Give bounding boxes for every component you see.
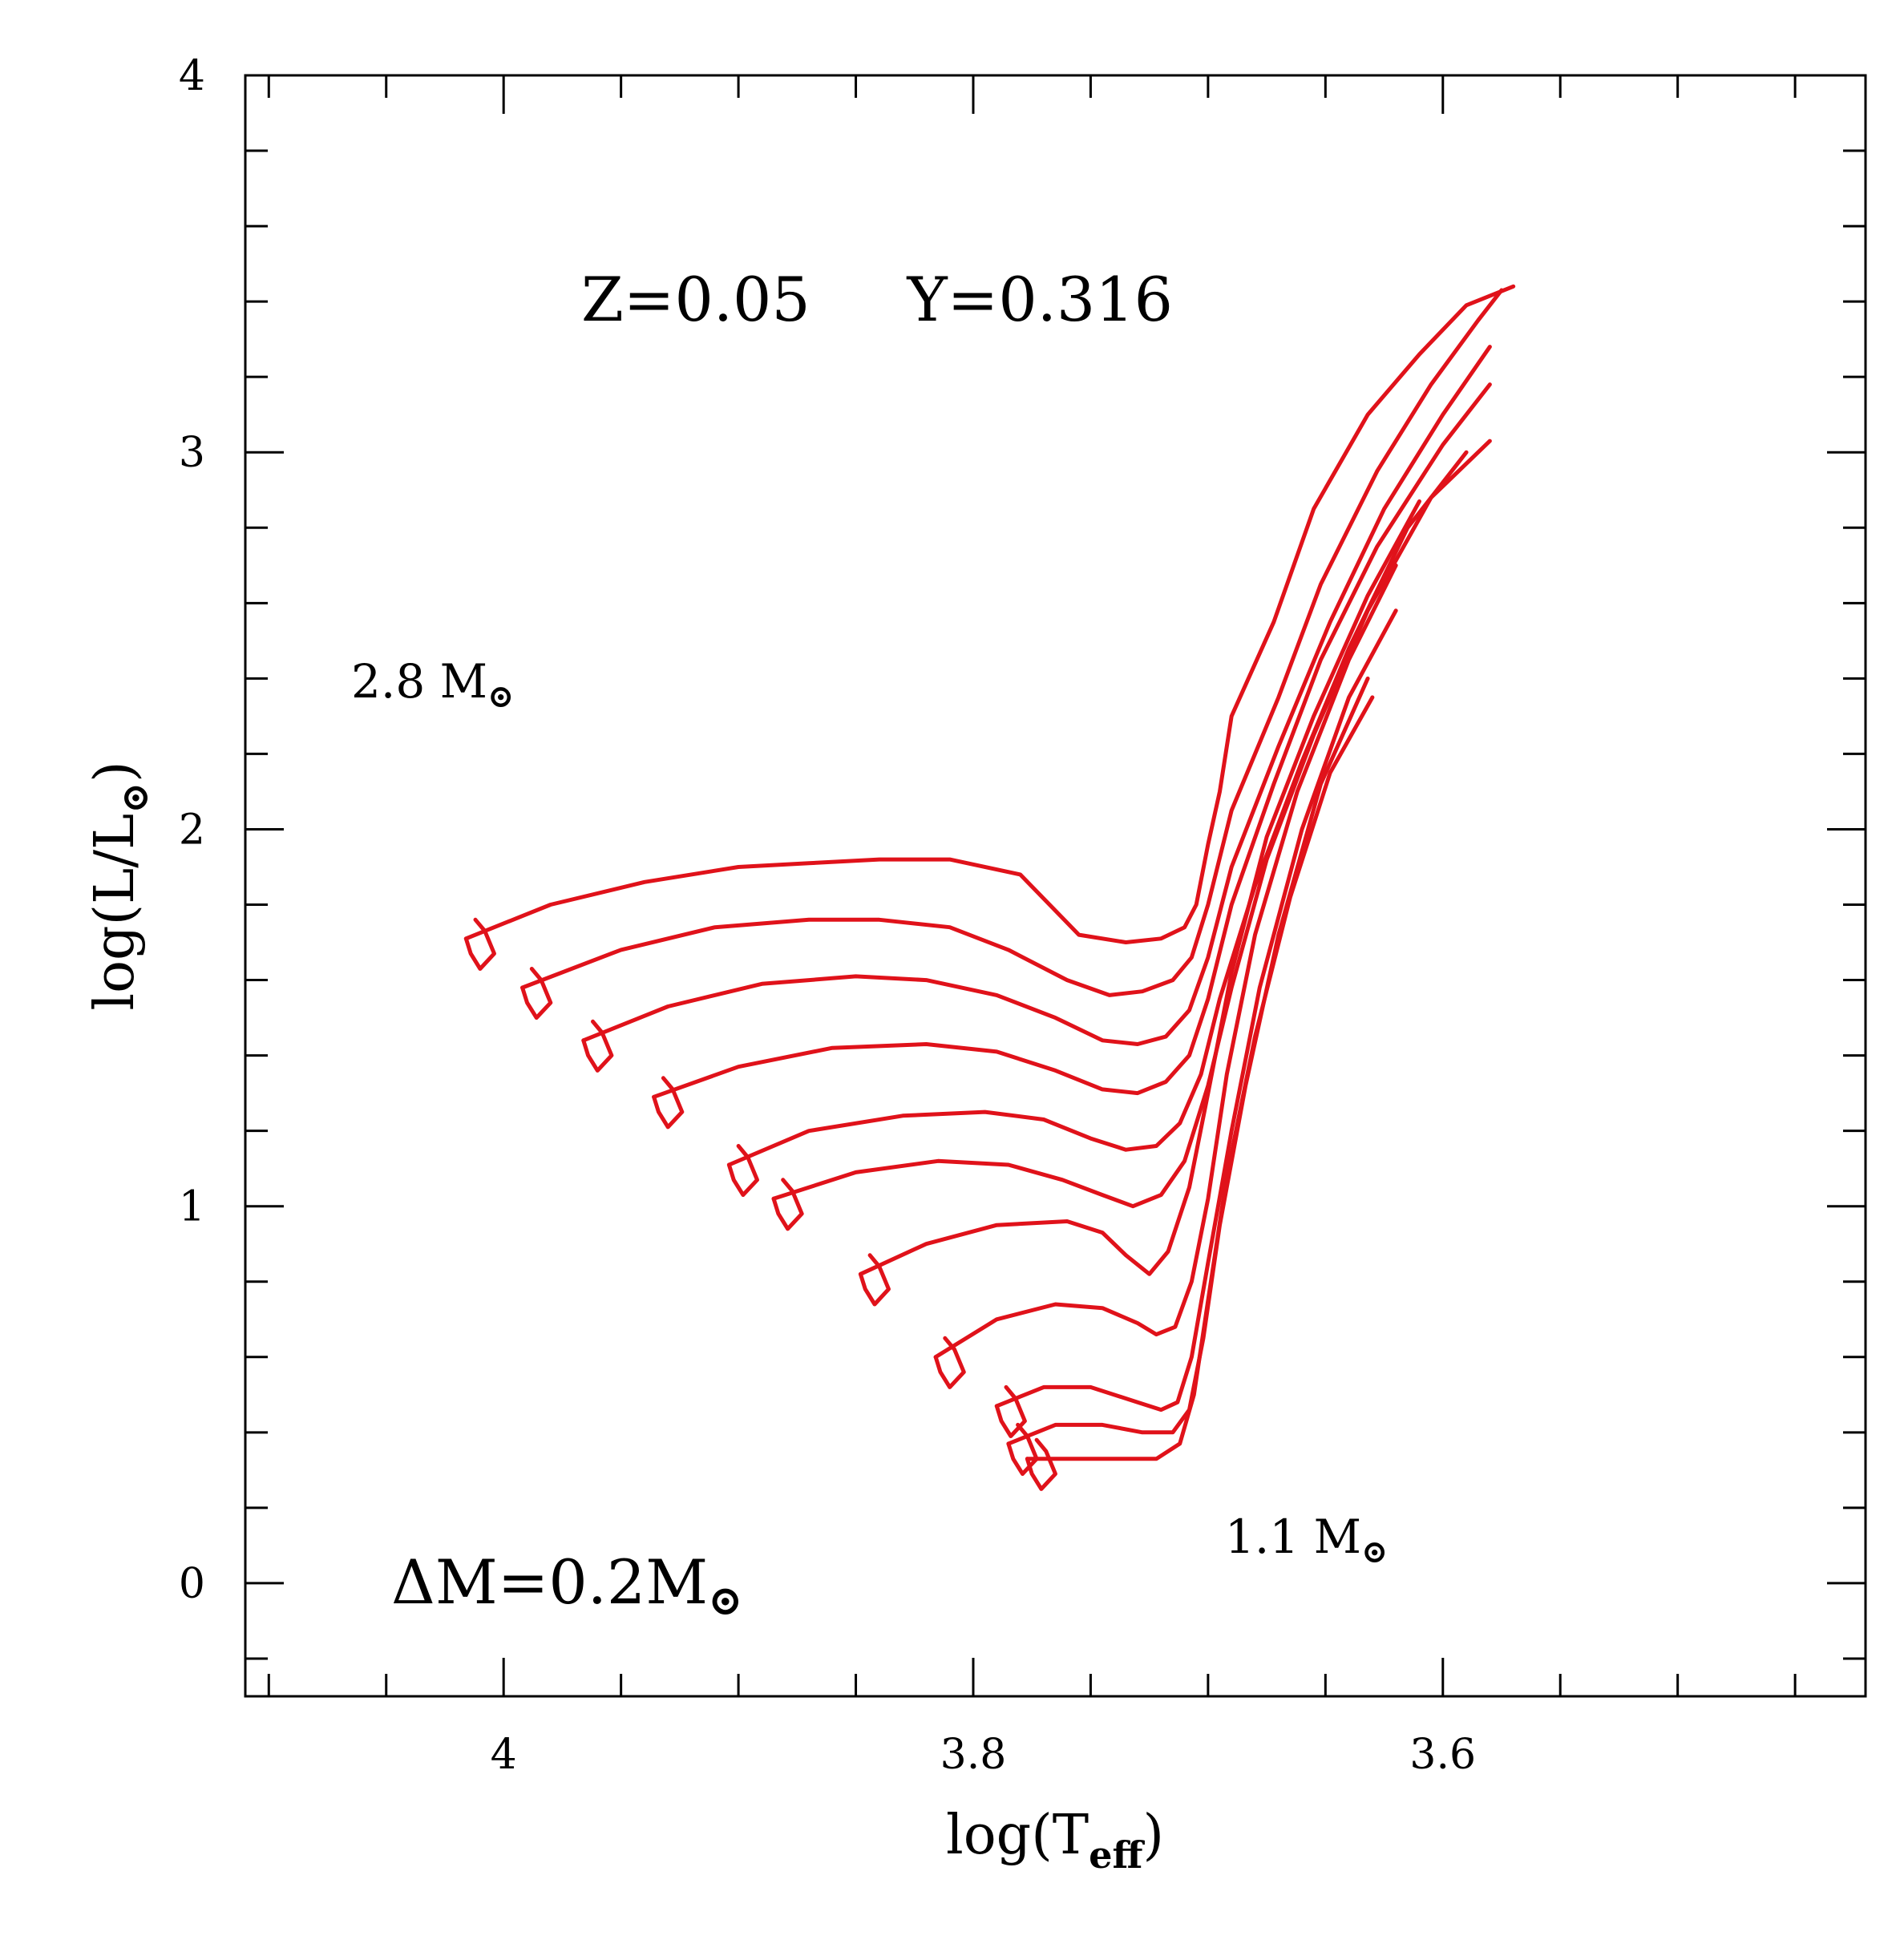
composition-label: Z=0.05 Y=0.316 [581,264,1173,335]
evolutionary-tracks [463,284,1516,1461]
y-tick-label: 0 [179,1560,205,1608]
x-tick-label: 3.8 [940,1731,1007,1779]
track-2_4-msun [581,345,1492,1046]
x-tick-label: 4 [491,1731,517,1779]
track-hook [1025,1437,1057,1491]
track-hook [520,967,553,1020]
track-hook [858,1253,891,1307]
x-tick-label: 3.6 [1409,1731,1476,1779]
axis-ticks [245,74,1866,1696]
track-hook [933,1336,966,1389]
y-tick-label: 1 [179,1183,205,1231]
y-tick-label: 4 [179,52,205,100]
track-hook [652,1076,685,1130]
mass-low-label: 1.1 M⊙ [1225,1510,1388,1570]
y-tick-label: 3 [179,429,205,477]
y-axis-label: log(L/L⊙) [83,761,156,1010]
y-tick-label: 2 [179,806,205,854]
track-hook [771,1178,804,1231]
plot-frame [244,74,1867,1698]
track-1_1-msun [1025,695,1375,1461]
track-2_8-msun [463,284,1516,944]
track-2_6-msun [520,288,1504,997]
track-hook [463,917,496,971]
pre-main-sequence-tracks [463,917,1057,1491]
delta-mass-label: ΔM=0.2M⊙ [391,1546,742,1625]
mass-high-label: 2.8 M⊙ [351,654,514,715]
track-2-msun [726,450,1469,1167]
track-1_3-msun [994,608,1398,1413]
tick-labels: 4 3.8 3.6 0 1 2 3 4 [179,52,1476,1779]
track-1_4-msun [933,563,1398,1360]
track-2_2-msun [652,382,1492,1099]
x-axis-label: log(Teff) [946,1804,1164,1877]
track-1_8-msun [771,439,1492,1209]
track-hook [994,1384,1027,1438]
track-1_6-msun [858,499,1421,1276]
track-hook [581,1019,614,1073]
track-hook [726,1144,759,1198]
